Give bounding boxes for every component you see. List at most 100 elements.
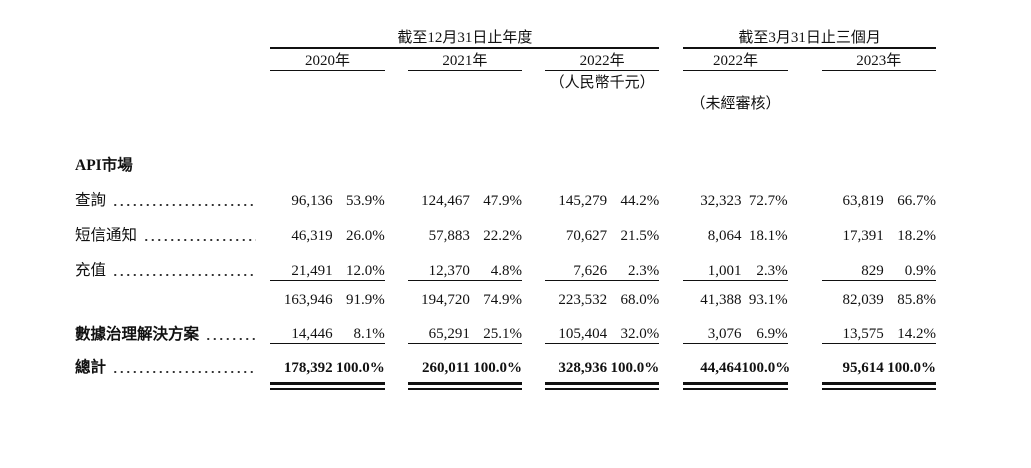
- col-gap: [522, 210, 545, 245]
- percent-cell: 72.7%: [748, 193, 788, 209]
- value-cell: 12,370: [407, 245, 470, 281]
- quarter-col-2022: 2022年: [683, 48, 788, 71]
- row-label: 短信通知: [75, 227, 138, 244]
- value-cell: 124,467: [421, 193, 470, 209]
- col-gap: [659, 377, 683, 390]
- year-col-2021: 2021年: [407, 48, 522, 71]
- row-recharge: 充值 21,491 12.0% 12,370 4.8% 7,626 2.3% 1…: [75, 245, 936, 281]
- currency-note: （人民幣千元）: [549, 75, 655, 91]
- percent-cell: 66.7%: [897, 193, 936, 209]
- col-gap: [385, 48, 408, 71]
- spacer: [822, 92, 936, 113]
- value-cell: 829: [821, 245, 884, 281]
- col-gap: [522, 280, 545, 309]
- row-label: 充值: [75, 262, 107, 279]
- double-rule: [407, 377, 470, 390]
- percent-cell: 44.2%: [620, 193, 660, 209]
- col-gap: [659, 280, 683, 309]
- col-gap: [385, 245, 408, 280]
- row-label-cell: 數據治理解決方案: [75, 309, 270, 344]
- col-gap: [522, 48, 545, 71]
- percent-cell: 47.9%: [483, 193, 522, 209]
- header-gap: [659, 26, 683, 48]
- percent-cell: 6.9%: [741, 308, 788, 344]
- col-gap: [522, 344, 545, 377]
- col-gap: [788, 48, 822, 71]
- double-rule: [469, 377, 522, 390]
- percent-cell: 22.2%: [483, 228, 522, 244]
- double-rule: [741, 377, 788, 390]
- unaudited-note: （未經審核）: [690, 96, 781, 112]
- col-gap: [788, 309, 822, 344]
- col-gap: [385, 210, 408, 245]
- value-cell: 14,446: [270, 308, 333, 344]
- col-gap: [659, 175, 683, 210]
- value-cell: 8,064: [707, 228, 742, 244]
- percent-cell: 4.8%: [469, 245, 522, 281]
- col-gap: [385, 309, 408, 344]
- col-gap: [659, 210, 683, 245]
- spacer-row: [75, 113, 936, 153]
- value-cell: 63,819: [842, 193, 884, 209]
- dot-leader: [143, 231, 257, 243]
- row-label-cell: 總計: [75, 344, 270, 377]
- double-rule-row: [75, 377, 936, 390]
- value-cell: 46,319: [291, 228, 333, 244]
- percent-cell: 21.5%: [620, 228, 660, 244]
- percent-cell: 14.2%: [883, 308, 936, 344]
- col-gap: [659, 309, 683, 344]
- spacer: [75, 113, 936, 153]
- value-cell: 17,391: [842, 228, 884, 244]
- percent-cell: 18.2%: [897, 228, 936, 244]
- col-gap: [659, 245, 683, 280]
- percent-cell: 93.1%: [748, 291, 788, 308]
- percent-cell: 18.1%: [748, 228, 788, 244]
- spacer: [75, 92, 270, 113]
- dot-leader: [112, 362, 257, 375]
- double-rule: [545, 377, 608, 390]
- spacer: [270, 71, 384, 93]
- value-cell: 1,001: [683, 245, 742, 281]
- col-gap: [522, 175, 545, 210]
- spacer: [270, 92, 659, 113]
- spacer: [75, 377, 270, 390]
- percent-cell: 53.9%: [345, 193, 385, 209]
- col-gap: [385, 175, 408, 210]
- value-cell: 328,936: [558, 359, 608, 376]
- percent-cell: 25.1%: [469, 308, 522, 344]
- col-gap: [788, 175, 822, 210]
- col-gap: [788, 344, 822, 377]
- value-cell: 13,575: [821, 308, 884, 344]
- dot-leader: [205, 329, 257, 342]
- double-rule: [607, 377, 660, 390]
- row-query: 查詢 96,136 53.9% 124,467 47.9% 145,279 44…: [75, 175, 936, 210]
- percent-cell: 100.0%: [335, 359, 385, 376]
- year-col-2020: 2020年: [270, 48, 385, 71]
- value-cell: 70,627: [565, 228, 608, 244]
- spacer: [822, 71, 936, 93]
- value-cell: 82,039: [842, 291, 884, 308]
- col-gap: [788, 71, 822, 93]
- value-cell: 178,392: [283, 359, 333, 376]
- col-gap: [659, 71, 683, 93]
- row-label-cell: 充值: [75, 245, 270, 280]
- dot-leader: [112, 266, 257, 278]
- col-gap: [788, 280, 822, 309]
- row-subtotal: 163,946 91.9% 194,720 74.9% 223,532 68.0…: [75, 280, 936, 309]
- percent-cell: 100.0%: [610, 359, 660, 376]
- col-gap: [522, 309, 545, 344]
- col-gap: [788, 377, 822, 390]
- col-gap: [659, 48, 683, 71]
- value-cell: 163,946: [283, 291, 333, 308]
- spacer: [408, 71, 522, 93]
- quarter-col-2023: 2023年: [821, 48, 936, 71]
- value-cell: 32,323: [700, 193, 742, 209]
- value-cell: 96,136: [291, 193, 333, 209]
- percent-cell: 2.3%: [741, 245, 788, 281]
- percent-cell: 74.9%: [483, 291, 522, 308]
- dot-leader: [112, 196, 257, 208]
- row-total: 總計 178,392 100.0% 260,011 100.0% 328,936…: [75, 344, 936, 377]
- percent-cell: 26.0%: [345, 228, 385, 244]
- percent-cell: 2.3%: [607, 245, 660, 281]
- unaudited-note-row: （未經審核）: [75, 92, 936, 113]
